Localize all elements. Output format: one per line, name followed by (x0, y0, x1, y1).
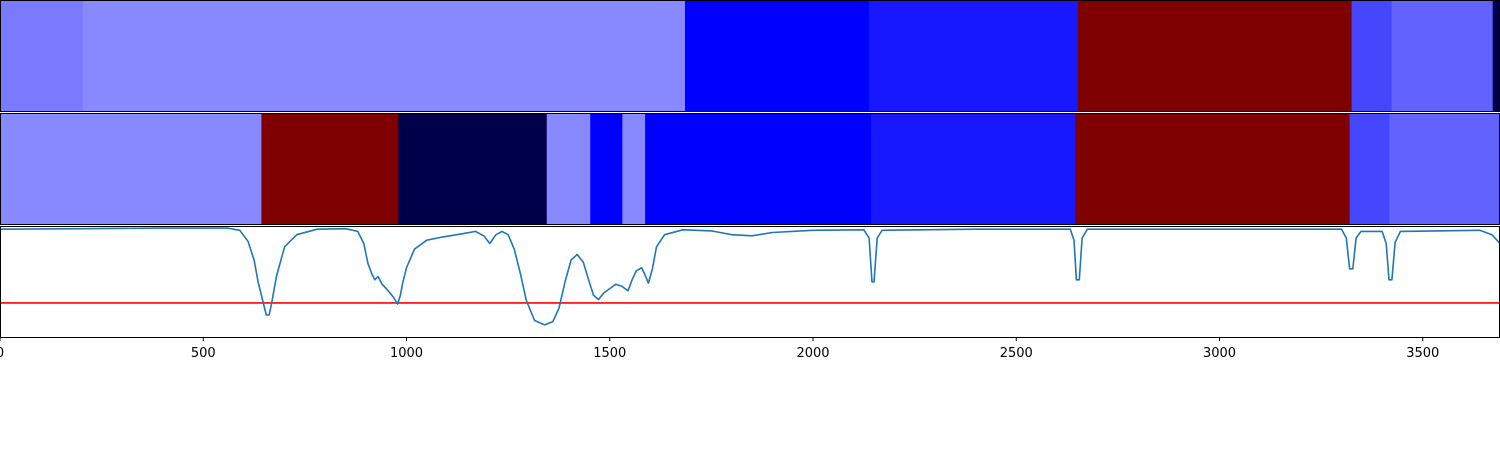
heatmap-cell (685, 1, 870, 112)
heatmap-strip-middle (0, 114, 1500, 225)
x-tick-label: 0 (0, 346, 4, 361)
x-tick-label: 3500 (1406, 346, 1439, 361)
heatmap-cell (1389, 114, 1500, 225)
heatmap-cell (590, 114, 623, 225)
heatmap-cell (645, 114, 872, 225)
x-tick-label: 500 (191, 346, 216, 361)
heatmap-cell (1350, 114, 1390, 225)
plot-background (0, 226, 1500, 337)
x-tick-label: 3000 (1203, 346, 1236, 361)
heatmap-cell (261, 114, 398, 225)
heatmap-strip-top (0, 1, 1500, 112)
heatmap-cell (0, 114, 262, 225)
heatmap-cell (1352, 1, 1392, 112)
heatmap-cell (0, 1, 83, 112)
heatmap-cell (547, 114, 591, 225)
x-axis: 0 500 1000 1500 2000 2500 3000 3500 (0, 337, 1439, 361)
line-plot-panel (0, 226, 1500, 337)
heatmap-cell (1078, 1, 1352, 112)
heatmap-cell (1493, 1, 1500, 112)
x-tick-label: 2500 (1000, 346, 1033, 361)
heatmap-cell (622, 114, 645, 225)
heatmap-cell (83, 1, 686, 112)
heatmap-cell (398, 114, 547, 225)
x-tick-label: 1500 (593, 346, 626, 361)
x-tick-label: 2000 (796, 346, 829, 361)
heatmap-cell (871, 114, 1076, 225)
heatmap-cell (869, 1, 1078, 112)
heatmap-cell (1075, 114, 1350, 225)
heatmap-cell (1391, 1, 1493, 112)
x-tick-label: 1000 (390, 346, 423, 361)
